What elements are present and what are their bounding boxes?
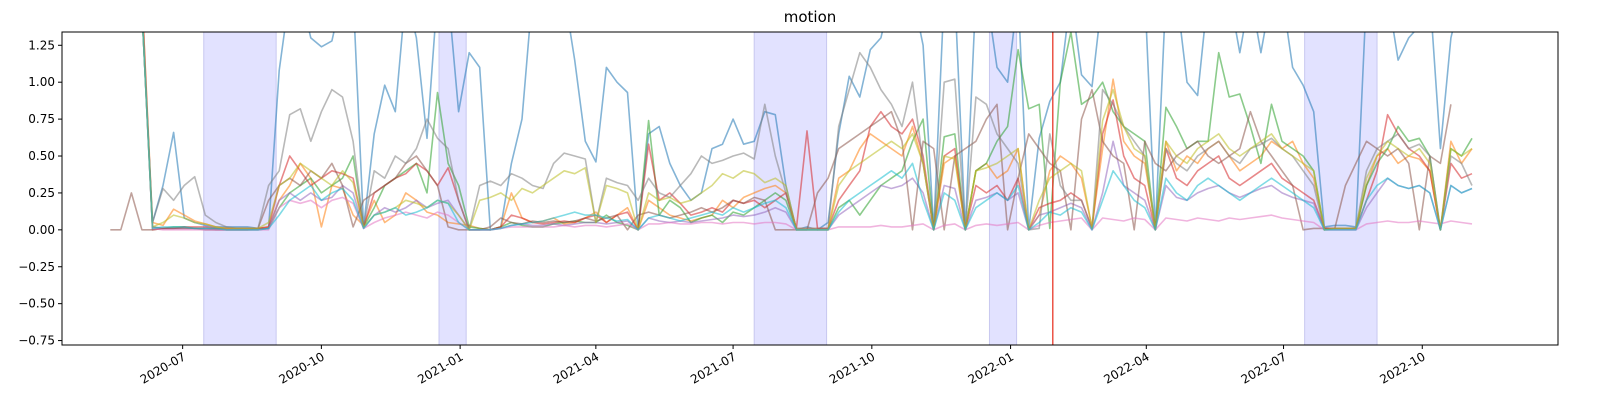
x-tick-label: 2021-10 — [827, 349, 877, 386]
x-tick-label: 2020-10 — [276, 349, 326, 386]
y-tick-label: 0.75 — [28, 112, 55, 126]
x-tick-label: 2021-04 — [551, 349, 601, 386]
series-line-8 — [142, 32, 1473, 231]
y-tick-label: 1.00 — [28, 75, 55, 89]
y-tick-label: 1.25 — [28, 38, 55, 52]
x-tick-label: 2022-07 — [1239, 349, 1289, 386]
x-tick-label: 2022-10 — [1377, 349, 1427, 386]
x-tick-label: 2021-07 — [688, 349, 738, 386]
y-tick-label: −0.25 — [18, 260, 55, 274]
series-line-4 — [142, 32, 1473, 231]
y-tick-label: −0.75 — [18, 334, 55, 348]
y-tick-label: 0.25 — [28, 186, 55, 200]
plot-frame — [61, 31, 1559, 346]
x-axis: 2020-07 2020-10 2021-01 2021-04 2021-07 2021-… — [138, 345, 1428, 387]
y-tick-label: 0.00 — [28, 223, 55, 237]
shaded-period — [203, 31, 277, 346]
x-tick-label: 2021-01 — [415, 349, 465, 386]
x-tick-label: 2022-01 — [966, 349, 1016, 386]
series-line-6 — [110, 88, 1452, 231]
series-line-10 — [142, 32, 1473, 231]
y-axis: −0.75 −0.50 −0.25 0.00 0.25 0.50 0.75 1.00 1.25 — [18, 38, 62, 348]
shaded-period — [438, 31, 467, 346]
x-tick-label: 2020-07 — [138, 349, 188, 386]
x-tick-label: 2022-04 — [1101, 349, 1151, 386]
y-tick-label: −0.50 — [18, 297, 55, 311]
chart-title: motion — [784, 8, 837, 26]
y-tick-label: 0.50 — [28, 149, 55, 163]
